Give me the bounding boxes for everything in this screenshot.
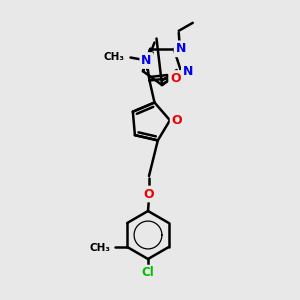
Text: O: O	[172, 114, 182, 127]
Text: CH₃: CH₃	[103, 52, 124, 61]
Text: Cl: Cl	[142, 266, 154, 280]
Text: O: O	[170, 72, 181, 85]
Text: N: N	[183, 65, 193, 78]
Text: N: N	[141, 54, 152, 67]
Text: CH₃: CH₃	[89, 243, 110, 253]
Text: N: N	[176, 42, 186, 55]
Text: O: O	[144, 188, 154, 200]
